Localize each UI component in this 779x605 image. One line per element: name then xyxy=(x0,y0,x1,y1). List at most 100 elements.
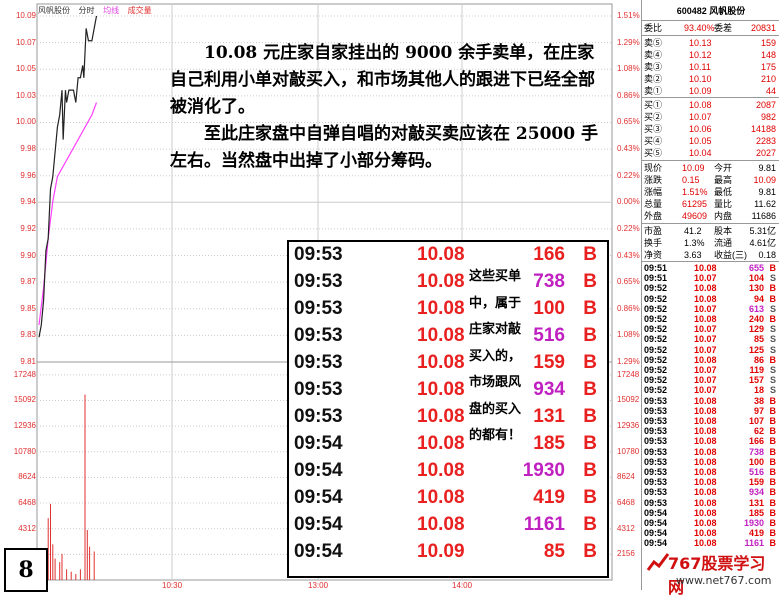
tick-time: 09:53 xyxy=(294,271,343,292)
percent-tick-label: 1.51% xyxy=(617,11,640,20)
volume-tick-label: 6468 xyxy=(18,498,36,508)
average-price-line xyxy=(38,102,98,326)
label: 委比 xyxy=(644,23,663,33)
fund-value: 4.61亿 xyxy=(749,238,776,248)
tick-price: 10.09 xyxy=(417,541,465,562)
stat-label: 外盘 xyxy=(644,211,663,221)
tick-price: 10.07 xyxy=(694,365,717,375)
tick-flag: B xyxy=(769,497,777,508)
fund-label: 流通 xyxy=(714,238,733,248)
overlay-comment: 这些买单中，属于庄家对敲买入的，市场跟风盘的买入的都有！ xyxy=(469,264,529,450)
quote-row: 09:52 10.08 130 B xyxy=(644,282,778,294)
ask-label: 卖② xyxy=(644,74,663,84)
tick-flag: B xyxy=(769,467,777,477)
tick-flag: B xyxy=(769,405,777,416)
tick-price: 10.08 xyxy=(694,518,717,528)
stat-value: 9.81 xyxy=(758,187,776,197)
tick-time: 09:53 xyxy=(294,244,343,265)
tick-time: 09:53 xyxy=(644,487,668,498)
ask-price: 10.09 xyxy=(689,86,712,96)
tick-flag: B xyxy=(769,446,777,457)
tick-flag: B xyxy=(583,433,597,454)
tick-volume: 119 xyxy=(749,365,764,375)
overlay-tick-row: 09:54 10.08 185 B xyxy=(289,433,607,460)
quote-row: 09:54 10.08 1161 B xyxy=(644,537,778,549)
tick-price: 10.08 xyxy=(417,433,465,454)
tick-volume: 1161 xyxy=(744,538,764,549)
tick-volume: 38 xyxy=(753,395,764,406)
tick-price: 10.08 xyxy=(417,487,465,508)
overlay-tick-row: 09:53 10.08 934 B xyxy=(289,379,607,406)
quote-row: 买④ 10.05 2283 xyxy=(644,135,778,147)
volume-tick-label-right: 17248 xyxy=(617,369,640,379)
tick-flag: B xyxy=(769,395,777,406)
bid-label: 买② xyxy=(644,112,663,122)
stat-label: 涨跌 xyxy=(644,175,663,185)
fund-label: 净资 xyxy=(644,250,663,260)
tick-flag: S xyxy=(769,324,776,335)
tick-volume: 613 xyxy=(748,303,764,314)
tick-price: 10.08 xyxy=(694,354,717,365)
annotation-p2: 至此庄家盘中自弹自唱的对敲买卖应该在 25000 手左右。当然盘中出掉了小部分筹… xyxy=(170,124,598,171)
tick-time: 09:52 xyxy=(644,385,668,396)
tick-flag: S xyxy=(769,334,776,345)
tick-price: 10.08 xyxy=(694,487,717,498)
price-line xyxy=(38,15,98,338)
quote-row: 09:53 10.08 516 B xyxy=(644,466,778,478)
mode-tab[interactable]: 分时 xyxy=(78,6,95,15)
quote-row: 现价 10.09 今开 9.81 xyxy=(644,162,778,174)
volume-tab[interactable]: 成交量 xyxy=(127,6,152,15)
overlay-tick-row: 09:53 10.08 166 B xyxy=(289,244,607,271)
volume-tick-label-right: 6468 xyxy=(617,498,635,508)
bid-price: 10.08 xyxy=(689,100,712,110)
percent-tick-label: 0.22% xyxy=(617,170,640,180)
tick-time: 09:53 xyxy=(644,416,668,426)
avg-line-tab[interactable]: 均线 xyxy=(103,6,120,15)
bid-label: 买③ xyxy=(644,124,663,134)
quote-row: 09:52 10.07 129 S xyxy=(644,323,778,335)
price-tick-label: 9.96 xyxy=(20,170,36,180)
ask-volume: 175 xyxy=(760,62,776,72)
price-tick-label: 9.81 xyxy=(20,357,36,366)
tick-time: 09:52 xyxy=(644,293,668,304)
quote-row: 09:53 10.08 159 B xyxy=(644,476,778,488)
tick-price: 10.08 xyxy=(694,405,717,416)
quote-row: 09:52 10.07 119 S xyxy=(644,364,778,376)
tick-flag: B xyxy=(769,293,777,304)
annotation-p1: 10.08 元庄家自家挂出的 9000 余手卖单，在庄家自己利用小单对敲买入，和… xyxy=(170,43,595,117)
tick-volume: 104 xyxy=(748,273,764,284)
tick-flag: B xyxy=(583,514,597,535)
quote-row: 委比 93.40% 委差 20831 xyxy=(644,22,778,34)
quote-row: 涨幅 1.51% 最低 9.81 xyxy=(644,186,778,198)
tick-volume: 159 xyxy=(748,477,764,488)
bid-volume: 982 xyxy=(760,112,776,122)
quote-row: 卖③ 10.11 175 xyxy=(644,61,778,73)
tick-volume: 185 xyxy=(533,433,565,454)
percent-tick-label: 0.22% xyxy=(617,223,640,233)
tick-time: 09:54 xyxy=(294,514,343,535)
tick-flag: S xyxy=(769,375,776,386)
overlay-tick-row: 09:54 10.09 85 B xyxy=(289,541,607,568)
tick-flag: B xyxy=(769,426,777,437)
ask-price: 10.11 xyxy=(689,62,711,72)
tick-volume: 516 xyxy=(533,325,565,346)
tick-time: 09:52 xyxy=(644,334,668,345)
volume-tick-label: 10780 xyxy=(13,446,36,456)
tick-time: 09:52 xyxy=(644,283,668,294)
stat-label: 内盘 xyxy=(714,211,733,221)
fund-label: 股本 xyxy=(714,226,733,236)
tick-flag: B xyxy=(769,456,777,467)
bid-volume: 14188 xyxy=(750,124,776,134)
percent-tick-label: 1.08% xyxy=(617,64,640,74)
quote-row: 09:53 10.08 738 B xyxy=(644,446,778,458)
quote-row: 买⑤ 10.04 2027 xyxy=(644,147,778,159)
volume-tick-label-right: 4312 xyxy=(617,523,635,533)
stat-label: 最高 xyxy=(714,175,733,185)
ask-price: 10.12 xyxy=(689,50,712,60)
overlay-tick-row: 09:53 10.08 131 B xyxy=(289,406,607,433)
fund-value: 5.31亿 xyxy=(749,226,776,236)
price-tick-label: 10.07 xyxy=(15,37,36,47)
tick-volume: 100 xyxy=(748,456,764,467)
price-tick-label: 9.87 xyxy=(20,277,36,287)
